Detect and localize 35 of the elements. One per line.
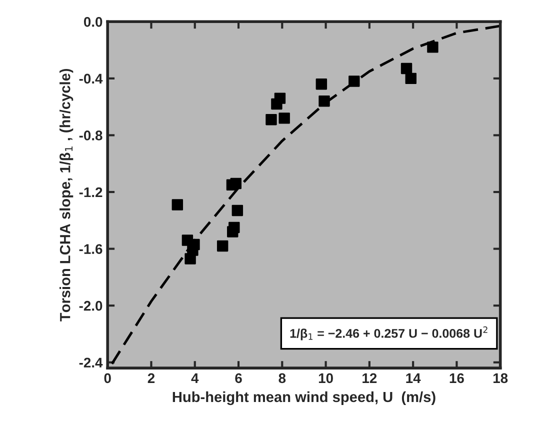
x-tick-label: 12 (362, 373, 377, 383)
point (232, 204, 244, 216)
annotation: 1/β$_{1}$ = −2.46 + 0.257 U − 0.0068 U$^{2}$ (290, 326, 488, 340)
y-tick-label: -1.2 (79, 187, 102, 198)
y-tick-label: 0.0 (84, 16, 102, 27)
y-axis-title: Torsion LCHA slope, 1/β$_{1}$ , (hr/cycle) (60, 68, 74, 322)
point (405, 72, 416, 84)
x-tick-label: 4 (191, 373, 199, 383)
point (427, 42, 438, 53)
point (316, 78, 328, 90)
x-tick-label: 10 (318, 373, 333, 384)
x-axis-title: Hub-height mean wind speed, U (m/s) (172, 391, 436, 406)
point (216, 240, 228, 252)
y-tick-label: -2.0 (79, 300, 102, 311)
point (271, 98, 282, 110)
x-tick-label: 16 (450, 373, 464, 384)
point (318, 96, 330, 107)
point (400, 62, 412, 74)
point (266, 114, 277, 126)
x-tick-label: 0 (104, 373, 111, 384)
y-tick-label: -2.4 (79, 358, 103, 368)
point (227, 226, 238, 238)
x-tick-label: 2 (148, 373, 155, 383)
y-tick-label: -0.8 (79, 130, 102, 140)
y-tick-label: -1.6 (79, 244, 102, 254)
point (184, 253, 196, 264)
y-tick-label: -0.4 (79, 74, 103, 84)
point (348, 76, 360, 87)
x-tick-label: 14 (406, 373, 421, 383)
x-tick-label: 18 (493, 373, 508, 384)
point (172, 199, 184, 210)
x-tick-label: 6 (235, 373, 242, 384)
line-series (110, 24, 500, 366)
point (278, 112, 290, 124)
x-tick-label: 8 (278, 373, 286, 384)
